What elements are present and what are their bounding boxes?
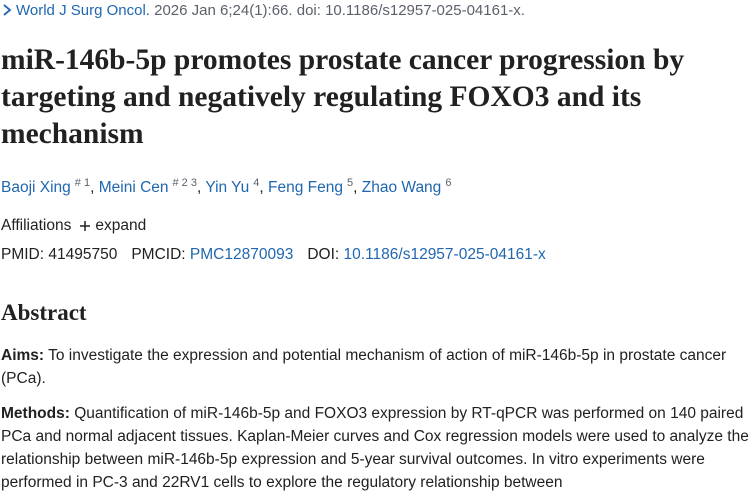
plus-icon[interactable] (79, 220, 91, 232)
section-label: Methods: (1, 405, 70, 422)
author-affiliation-ref[interactable]: 6 (445, 177, 452, 189)
affiliations: Affiliations expand (1, 217, 146, 235)
author-affiliation-ref[interactable]: 5 (347, 177, 354, 189)
author-separator: , (259, 179, 264, 197)
section-text: Quantification of miR-146b-5p and FOXO3 … (1, 405, 749, 491)
expand-toggle[interactable]: expand (95, 217, 147, 234)
abstract-heading: Abstract (1, 300, 87, 325)
identifier-value[interactable]: 10.1186/s12957-025-04161-x (343, 246, 546, 263)
author-separator: , (90, 179, 95, 197)
author-name[interactable]: Feng Feng (268, 179, 343, 197)
identifier-value: 41495750 (48, 246, 118, 263)
identifier: DOI: 10.1186/s12957-025-04161-x (307, 246, 545, 263)
identifier: PMCID: PMC12870093 (131, 246, 293, 263)
abstract-section: Aims: To investigate the expression and … (1, 344, 749, 390)
article-title: miR-146b-5p promotes prostate cancer pro… (1, 44, 685, 150)
identifier-label: PMCID: (131, 246, 186, 263)
author-name[interactable]: Baoji Xing (1, 179, 71, 197)
author-name[interactable]: Yin Yu (205, 179, 250, 197)
affiliations-label: Affiliations (1, 217, 72, 234)
identifier-label: PMID: (1, 246, 45, 263)
section-text: To investigate the expression and potent… (1, 347, 727, 387)
journal-link[interactable]: World J Surg Oncol. (16, 2, 150, 19)
section-label: Aims: (1, 347, 45, 364)
author-name[interactable]: Meini Cen (98, 179, 169, 197)
author-affiliation-ref[interactable]: # 1 (74, 177, 91, 189)
author-affiliation-ref[interactable]: # 2 3 (172, 177, 197, 189)
identifier-value[interactable]: PMC12870093 (189, 246, 294, 263)
abstract-section: Methods: Quantification of miR-146b-5p a… (1, 402, 749, 494)
author-separator: , (196, 179, 202, 197)
chevron-icon (3, 4, 12, 16)
identifiers: PMID: 41495750 PMCID: PMC12870093 DOI: 10.… (1, 246, 560, 264)
author-separator: , (353, 179, 358, 197)
citation: World J Surg Oncol. 2026 Jan 6;24(1):66.… (2, 2, 525, 19)
identifier-label: DOI: (307, 246, 340, 263)
author-name[interactable]: Zhao Wang (361, 179, 442, 197)
identifier: PMID: 41495750 (1, 246, 117, 263)
citation-details: 2026 Jan 6;24(1):66. doi: 10.1186/s12957… (154, 2, 525, 19)
abstract: Aims: To investigate the expression and … (1, 344, 749, 500)
author-list: Baoji Xing # 1, Meini Cen # 2 3, Yin Yu 4, … (1, 177, 451, 197)
author-affiliation-ref[interactable]: 4 (253, 177, 260, 189)
